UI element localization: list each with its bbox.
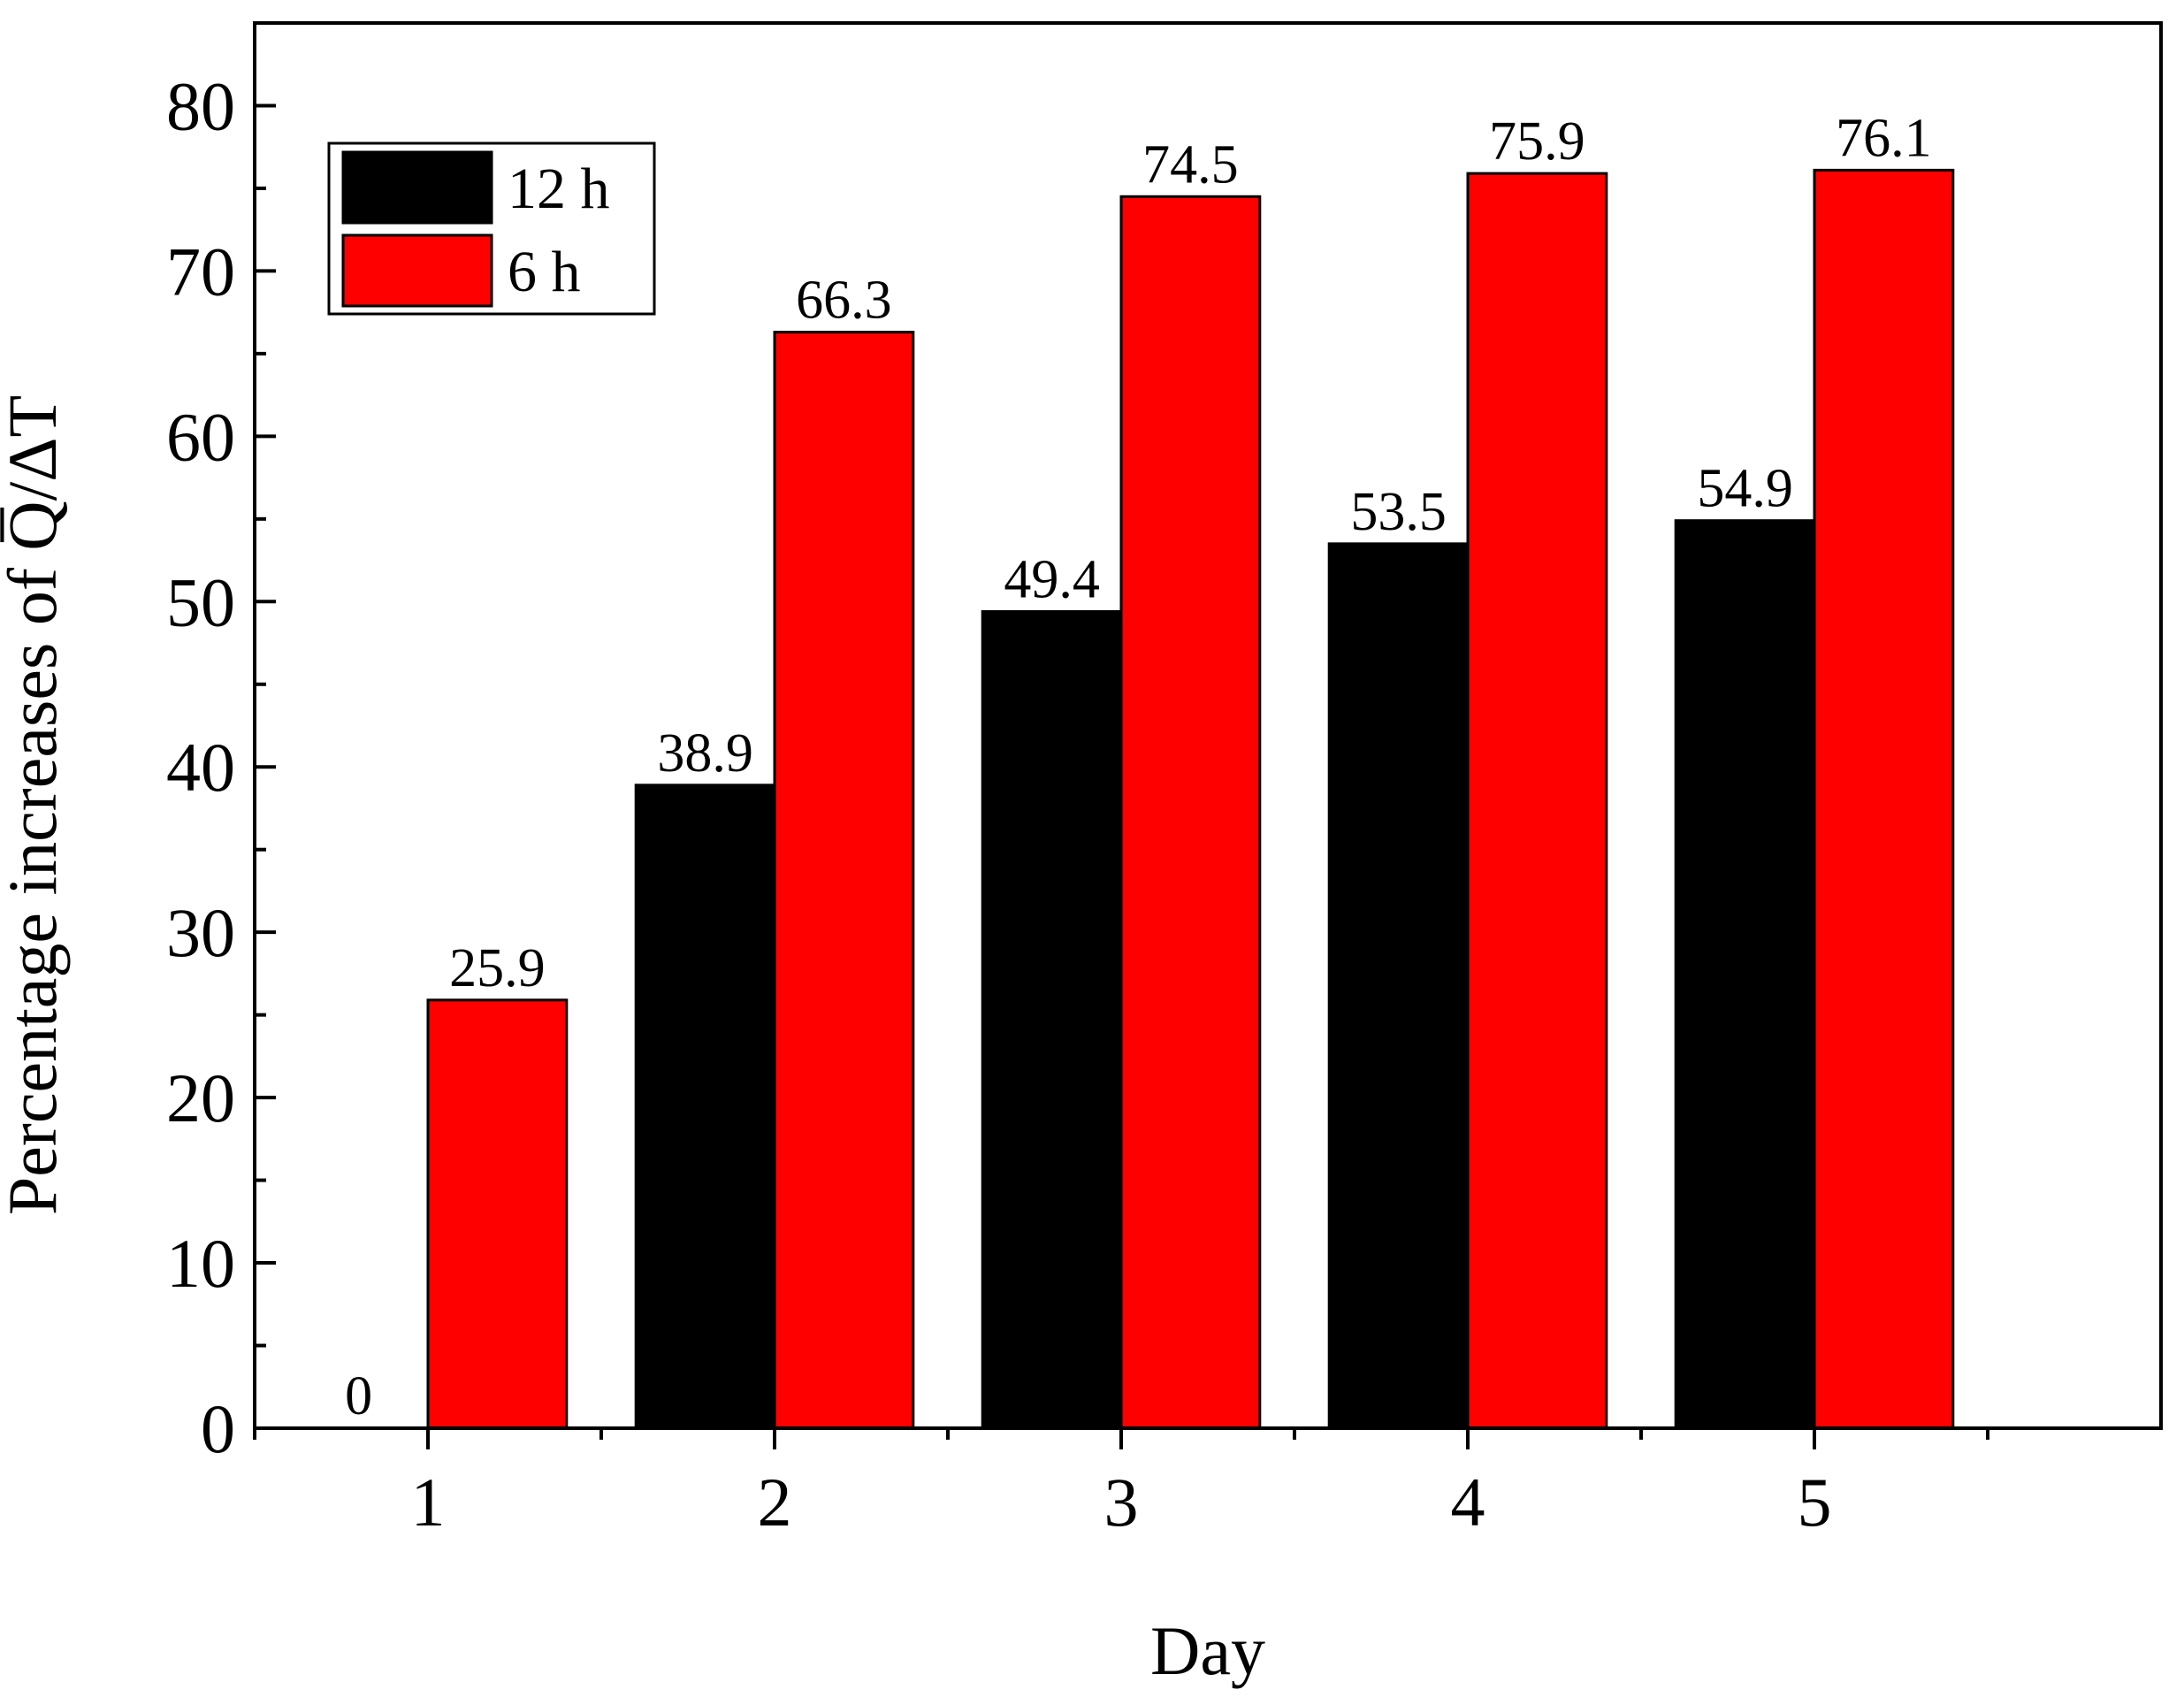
- data-label-12h-day4: 53.5: [1350, 482, 1447, 542]
- y-axis-title: Percentage increases of Q̅/ΔT: [0, 395, 71, 1215]
- x-tick-label: 4: [1451, 1464, 1485, 1541]
- bar-12h-day2: [634, 784, 776, 1430]
- y-tick-label: 0: [201, 1390, 235, 1467]
- bars-layer: [426, 168, 1955, 1430]
- data-label-12h-day5: 54.9: [1697, 459, 1793, 519]
- data-labels-layer: 0 38.9 49.4 53.5 54.9 25.9 66.3 74.5 75.9 76.1: [345, 108, 1932, 1426]
- ticks-layer: 0 10 20 30 40 50 60 70 80 1 2 3 4 5: [166, 67, 1989, 1541]
- x-axis-title: Day: [1150, 1612, 1265, 1689]
- y-tick-label: 40: [166, 729, 235, 806]
- bar-12h-day3: [981, 610, 1123, 1430]
- y-tick-label: 80: [166, 67, 235, 144]
- data-label-6h-day2: 66.3: [796, 271, 892, 331]
- legend: 12 h 6 h: [327, 141, 656, 316]
- bar-12h-day4: [1327, 542, 1470, 1430]
- y-tick-label: 20: [166, 1059, 235, 1136]
- data-label-6h-day3: 74.5: [1142, 134, 1239, 195]
- y-tick-label: 30: [166, 894, 235, 971]
- data-label-6h-day5: 76.1: [1836, 108, 1932, 168]
- bar-6h-day2: [773, 331, 915, 1430]
- y-tick-label: 50: [166, 563, 235, 640]
- x-tick-label: 1: [411, 1464, 446, 1541]
- bar-6h-day5: [1813, 168, 1955, 1430]
- bar-6h-day4: [1466, 172, 1608, 1430]
- plot-area-frame: [253, 21, 2163, 1430]
- x-tick-label: 2: [758, 1464, 792, 1541]
- data-label-12h-day3: 49.4: [1004, 550, 1100, 610]
- y-tick-label: 70: [166, 233, 235, 310]
- bar-6h-day1: [426, 998, 569, 1430]
- x-tick-label: 5: [1798, 1464, 1832, 1541]
- y-tick-label: 60: [166, 398, 235, 475]
- data-label-6h-day4: 75.9: [1489, 111, 1585, 172]
- legend-swatch-6h: [341, 233, 493, 308]
- legend-label-12h: 12 h: [508, 157, 610, 221]
- bar-6h-day3: [1119, 195, 1262, 1430]
- y-tick-label: 10: [166, 1225, 235, 1302]
- data-label-6h-day1: 25.9: [449, 938, 546, 998]
- bar-12h-day5: [1674, 519, 1816, 1430]
- data-label-12h-day2: 38.9: [657, 723, 753, 784]
- x-tick-label: 3: [1104, 1464, 1139, 1541]
- legend-label-6h: 6 h: [508, 240, 581, 304]
- data-label-12h-day1: 0: [345, 1366, 372, 1426]
- legend-swatch-12h: [341, 150, 493, 225]
